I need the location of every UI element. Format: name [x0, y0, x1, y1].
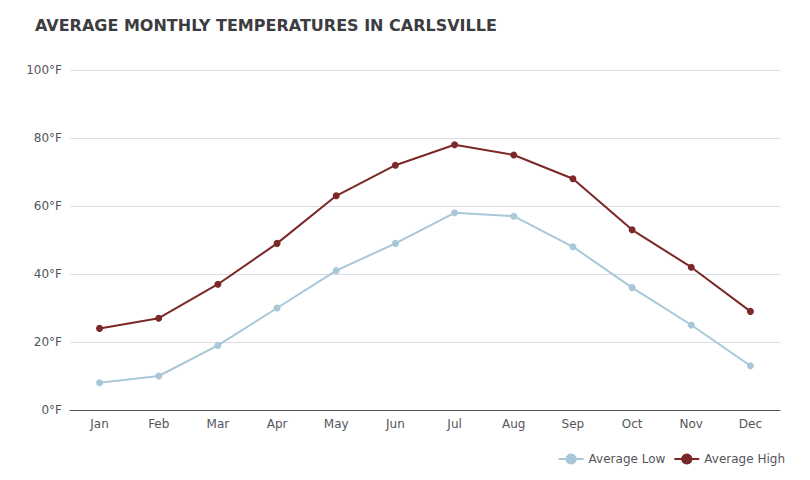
svg-text:20°F: 20°F — [34, 335, 62, 349]
svg-text:Dec: Dec — [739, 417, 762, 431]
svg-text:Feb: Feb — [148, 417, 169, 431]
svg-text:Aug: Aug — [502, 417, 525, 431]
svg-text:Jul: Jul — [446, 417, 461, 431]
svg-text:40°F: 40°F — [34, 267, 62, 281]
svg-text:Nov: Nov — [680, 417, 703, 431]
svg-text:Average High: Average High — [704, 452, 785, 466]
svg-text:100°F: 100°F — [26, 63, 62, 77]
svg-text:AVERAGE MONTHLY TEMPERATURES I: AVERAGE MONTHLY TEMPERATURES IN CARLSVIL… — [35, 16, 497, 35]
svg-text:Sep: Sep — [562, 417, 585, 431]
svg-text:Oct: Oct — [622, 417, 643, 431]
svg-text:Mar: Mar — [207, 417, 230, 431]
svg-text:Average Low: Average Low — [589, 452, 666, 466]
svg-text:May: May — [324, 417, 349, 431]
svg-text:80°F: 80°F — [34, 131, 62, 145]
svg-text:Jan: Jan — [89, 417, 109, 431]
svg-text:Apr: Apr — [267, 417, 288, 431]
svg-text:Jun: Jun — [385, 417, 405, 431]
svg-text:60°F: 60°F — [34, 199, 62, 213]
svg-text:0°F: 0°F — [41, 403, 62, 417]
